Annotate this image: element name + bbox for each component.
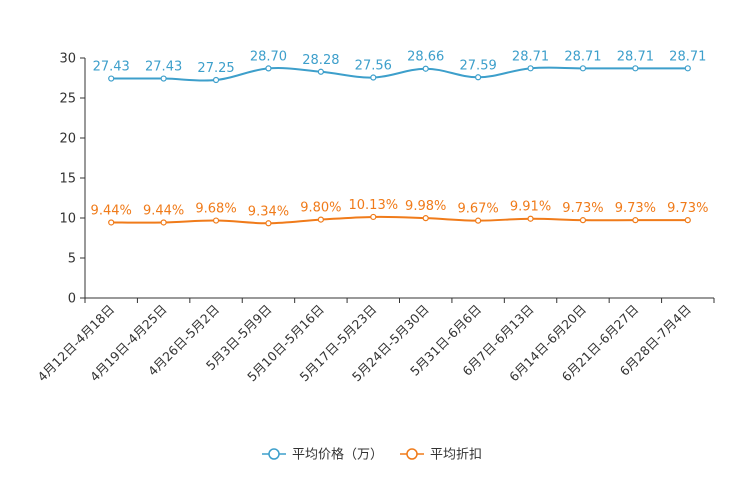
data-label: 28.71: [512, 49, 549, 64]
series-line: [111, 215, 688, 225]
data-label: 27.25: [197, 61, 234, 76]
data-point[interactable]: [160, 219, 167, 226]
x-axis-ticks: 4月12日-4月18日4月19日-4月25日4月26日-5月2日5月3日-5月9…: [34, 298, 715, 384]
data-point[interactable]: [212, 217, 220, 224]
data-point[interactable]: [684, 217, 691, 224]
data-label: 9.91%: [510, 200, 551, 215]
data-point[interactable]: [579, 65, 587, 72]
legend-label: 平均价格（万）: [292, 447, 383, 463]
data-label: 9.44%: [91, 203, 132, 218]
series-avg-price: 27.43 27.43 27.25 28.70 28.28 27.56 28.66 27.59…: [93, 49, 706, 84]
data-point[interactable]: [265, 65, 272, 72]
data-label: 28.71: [564, 49, 601, 64]
data-label: 9.98%: [405, 199, 446, 214]
data-label: 27.43: [145, 60, 182, 75]
legend-label: 平均折扣: [430, 448, 482, 463]
legend-item-avg-price[interactable]: 平均价格（万）: [262, 447, 383, 463]
data-label: 28.28: [302, 53, 339, 68]
legend-item-avg-discount[interactable]: 平均折扣: [400, 448, 482, 463]
legend-marker-icon: [268, 448, 280, 460]
data-label: 28.71: [669, 49, 706, 64]
y-axis-ticks: 0 5 10 15 20 25 30: [59, 52, 85, 307]
y-tick-label: 0: [68, 292, 76, 307]
data-point[interactable]: [160, 75, 167, 82]
data-label: 10.13%: [349, 198, 399, 213]
y-tick-label: 5: [68, 252, 76, 267]
data-point[interactable]: [317, 68, 324, 75]
data-point[interactable]: [632, 65, 639, 72]
data-label: 9.73%: [615, 201, 656, 216]
data-point[interactable]: [527, 215, 534, 222]
data-point[interactable]: [370, 213, 377, 221]
legend-marker-icon: [406, 448, 418, 460]
data-label: 9.44%: [143, 203, 184, 218]
data-point[interactable]: [475, 74, 482, 81]
data-point[interactable]: [265, 220, 272, 227]
data-point[interactable]: [422, 65, 429, 72]
data-label: 9.73%: [667, 201, 708, 216]
data-label: 9.80%: [300, 201, 341, 216]
data-point[interactable]: [579, 217, 587, 224]
legend[interactable]: 平均价格（万） 平均折扣: [262, 447, 482, 463]
data-label: 27.56: [355, 59, 392, 74]
data-label: 9.34%: [248, 204, 289, 219]
y-tick-label: 30: [59, 52, 76, 67]
data-label: 28.70: [250, 49, 287, 64]
data-point[interactable]: [108, 75, 115, 82]
series-avg-discount: 9.44% 9.44% 9.68% 9.34% 9.80% 10.13% 9.98% 9.67…: [91, 198, 708, 227]
data-point[interactable]: [684, 65, 691, 72]
data-point[interactable]: [475, 217, 482, 224]
data-label: 27.43: [93, 60, 130, 75]
data-point[interactable]: [527, 65, 534, 72]
data-point[interactable]: [422, 215, 429, 222]
y-tick-label: 20: [59, 132, 76, 147]
data-label: 28.66: [407, 50, 444, 65]
data-point[interactable]: [632, 217, 639, 224]
data-label: 9.67%: [457, 202, 498, 217]
y-tick-label: 10: [59, 212, 76, 227]
series-line: [111, 66, 688, 82]
data-label: 28.71: [617, 49, 654, 64]
data-point[interactable]: [212, 76, 220, 84]
data-label: 9.68%: [195, 202, 236, 217]
data-point[interactable]: [370, 74, 377, 81]
data-point[interactable]: [317, 216, 324, 223]
data-label: 9.73%: [562, 201, 603, 216]
y-tick-label: 15: [59, 172, 76, 187]
data-point[interactable]: [108, 219, 115, 226]
data-label: 27.59: [460, 58, 497, 73]
y-tick-label: 25: [59, 92, 76, 107]
series-layer: 27.43 27.43 27.25 28.70 28.28 27.56 28.66 27.59…: [91, 49, 708, 227]
